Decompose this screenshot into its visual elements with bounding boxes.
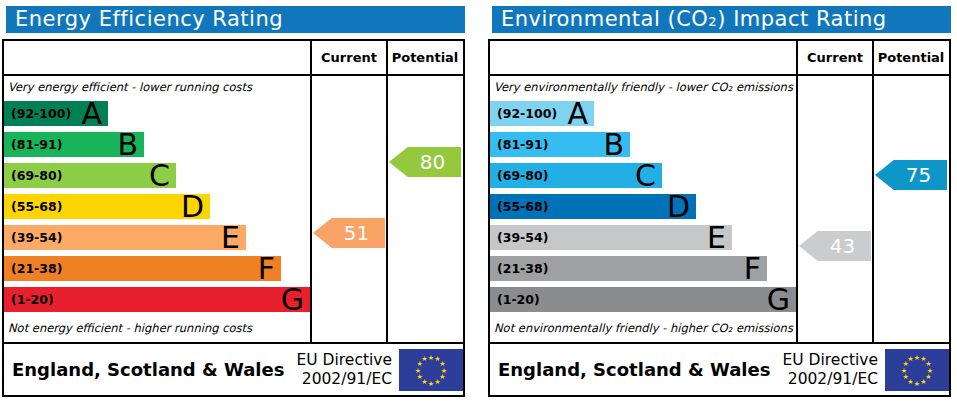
svg-text:★: ★ bbox=[434, 377, 440, 385]
svg-text:★: ★ bbox=[428, 379, 434, 387]
current-column-header: Current bbox=[310, 41, 386, 74]
band-range: (55-68) bbox=[490, 199, 548, 214]
bottom-note: Not environmentally friendly - higher CO… bbox=[494, 321, 793, 335]
band-letter: E bbox=[707, 225, 732, 250]
band-range: (81-91) bbox=[490, 137, 548, 152]
svg-text:★: ★ bbox=[914, 353, 920, 361]
region-label: England, Scotland & Wales bbox=[4, 359, 297, 380]
band-letter: C bbox=[635, 163, 662, 188]
potential-value-cell: 75 bbox=[872, 76, 948, 342]
band-letter: B bbox=[603, 132, 630, 157]
band-range: (1-20) bbox=[490, 292, 540, 307]
band-letter: D bbox=[181, 194, 210, 219]
band-f: (21-38) F bbox=[4, 256, 281, 281]
band-range: (1-20) bbox=[4, 292, 54, 307]
eu-directive-line2: 2002/91/EC bbox=[783, 370, 879, 389]
table-body-row: Very environmentally friendly - lower CO… bbox=[490, 76, 949, 342]
potential-rating-value: 80 bbox=[420, 150, 445, 174]
band-range: (69-80) bbox=[490, 168, 548, 183]
band-c: (69-80) C bbox=[4, 163, 176, 188]
rating-table: Current Potential Very environmentally f… bbox=[488, 39, 951, 397]
band-e: (39-54) E bbox=[490, 225, 732, 250]
eu-directive-line1: EU Directive bbox=[783, 351, 879, 370]
table-footer-row: England, Scotland & Wales EU Directive 2… bbox=[4, 342, 463, 395]
band-letter: F bbox=[744, 256, 767, 281]
potential-rating-value: 75 bbox=[906, 163, 931, 187]
eu-flag-icon: ★★★★★★★★★★★★ bbox=[399, 349, 463, 391]
eu-flag-icon: ★★★★★★★★★★★★ bbox=[885, 349, 949, 391]
header-spacer bbox=[490, 41, 796, 74]
energy-efficiency-panel: Energy Efficiency Rating Current Potenti… bbox=[2, 6, 465, 397]
eu-directive-line2: 2002/91/EC bbox=[297, 370, 393, 389]
current-rating-arrow: 51 bbox=[313, 218, 385, 248]
current-rating-value: 51 bbox=[344, 221, 369, 245]
band-range: (39-54) bbox=[490, 230, 548, 245]
band-d: (55-68) D bbox=[4, 194, 210, 219]
band-range: (69-80) bbox=[4, 168, 62, 183]
current-column-header: Current bbox=[796, 41, 872, 74]
band-letter: A bbox=[81, 101, 108, 126]
band-a: (92-100) A bbox=[4, 101, 108, 126]
band-letter: B bbox=[117, 132, 144, 157]
band-range: (21-38) bbox=[490, 261, 548, 276]
potential-column-header: Potential bbox=[386, 41, 462, 74]
table-footer-row: England, Scotland & Wales EU Directive 2… bbox=[490, 342, 949, 395]
panel-title: Energy Efficiency Rating bbox=[6, 6, 465, 33]
band-letter: C bbox=[149, 163, 176, 188]
band-letter: G bbox=[767, 287, 796, 312]
band-range: (81-91) bbox=[4, 137, 62, 152]
band-c: (69-80) C bbox=[490, 163, 662, 188]
band-g: (1-20) G bbox=[4, 287, 310, 312]
band-letter: D bbox=[667, 194, 696, 219]
top-note: Very environmentally friendly - lower CO… bbox=[494, 80, 796, 94]
band-a: (92-100) A bbox=[490, 101, 594, 126]
svg-text:★: ★ bbox=[907, 355, 913, 363]
current-value-cell: 51 bbox=[310, 76, 386, 342]
eu-directive-label: EU Directive 2002/91/EC bbox=[783, 351, 879, 388]
table-header-row: Current Potential bbox=[490, 41, 949, 76]
epc-rating-charts: Energy Efficiency Rating Current Potenti… bbox=[0, 0, 957, 397]
rating-table: Current Potential Very energy efficient … bbox=[2, 39, 465, 397]
band-letter: A bbox=[567, 101, 594, 126]
band-letter: G bbox=[281, 287, 310, 312]
svg-text:★: ★ bbox=[428, 353, 434, 361]
band-range: (39-54) bbox=[4, 230, 62, 245]
current-rating-value: 43 bbox=[830, 234, 855, 258]
region-label: England, Scotland & Wales bbox=[490, 359, 783, 380]
potential-column-header: Potential bbox=[872, 41, 948, 74]
header-spacer bbox=[4, 41, 310, 74]
current-value-cell: 43 bbox=[796, 76, 872, 342]
band-b: (81-91) B bbox=[490, 132, 630, 157]
band-g: (1-20) G bbox=[490, 287, 796, 312]
band-range: (21-38) bbox=[4, 261, 62, 276]
bands-cell: Very energy efficient - lower running co… bbox=[4, 76, 310, 342]
band-d: (55-68) D bbox=[490, 194, 696, 219]
potential-rating-arrow: 75 bbox=[875, 160, 947, 190]
eu-directive-line1: EU Directive bbox=[297, 351, 393, 370]
band-range: (92-100) bbox=[4, 106, 71, 121]
co2-impact-panel: Environmental (CO₂) Impact Rating Curren… bbox=[488, 6, 951, 397]
eu-directive-label: EU Directive 2002/91/EC bbox=[297, 351, 393, 388]
band-letter: E bbox=[221, 225, 246, 250]
potential-rating-arrow: 80 bbox=[389, 147, 461, 177]
table-body-row: Very energy efficient - lower running co… bbox=[4, 76, 463, 342]
band-b: (81-91) B bbox=[4, 132, 144, 157]
top-note: Very energy efficient - lower running co… bbox=[8, 80, 310, 94]
band-e: (39-54) E bbox=[4, 225, 246, 250]
band-range: (55-68) bbox=[4, 199, 62, 214]
band-letter: F bbox=[258, 256, 281, 281]
current-rating-arrow: 43 bbox=[799, 231, 871, 261]
potential-value-cell: 80 bbox=[386, 76, 462, 342]
bands-cell: Very environmentally friendly - lower CO… bbox=[490, 76, 796, 342]
band-range: (92-100) bbox=[490, 106, 557, 121]
panel-title: Environmental (CO₂) Impact Rating bbox=[492, 6, 951, 33]
svg-text:★: ★ bbox=[920, 377, 926, 385]
band-f: (21-38) F bbox=[490, 256, 767, 281]
table-header-row: Current Potential bbox=[4, 41, 463, 76]
bottom-note: Not energy efficient - higher running co… bbox=[8, 321, 252, 335]
svg-text:★: ★ bbox=[914, 379, 920, 387]
svg-text:★: ★ bbox=[421, 355, 427, 363]
